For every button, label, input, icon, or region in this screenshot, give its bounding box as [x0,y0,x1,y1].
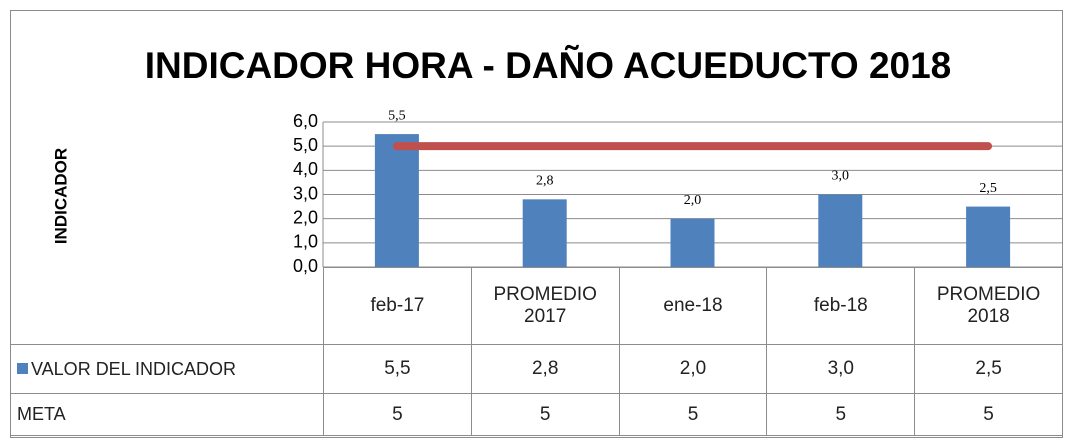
y-tick-label: 5,0 [293,135,318,155]
y-tick-label: 3,0 [293,183,318,203]
data-table: feb-17 PROMEDIO 2017 ene-18 feb-18 PROMEDIO … [10,267,1063,436]
data-label: 2,5 [979,181,997,196]
legend-entry: META [10,393,324,436]
chart-title: INDICADOR HORA - DAÑO ACUEDUCTO 2018 [145,44,952,86]
legend-label: VALOR DEL INDICADOR [31,358,237,379]
y-tick-label: 2,0 [293,207,318,227]
table-value: 2,0 [618,344,768,394]
chart-frame [10,10,1063,438]
legend-label: META [17,404,66,424]
x-tick-label: PROMEDIO 2018 [914,267,1063,345]
table-value: 5 [618,393,768,436]
table-value: 5 [766,393,916,436]
table-value: 3,0 [766,344,916,394]
bar [670,218,715,267]
y-tick-label: 1,0 [293,232,318,252]
data-label: 3,0 [832,169,850,184]
table-value: 2,8 [470,344,620,394]
legend-key [17,362,28,374]
bar [818,194,863,267]
table-row: VALOR DEL INDICADOR 5,5 2,8 2,0 3,0 2,5 [10,344,1063,394]
table-row: META 5 5 5 5 5 [10,393,1063,436]
bar [966,206,1011,267]
x-tick-label: PROMEDIO 2017 [470,267,620,345]
table-value: 5 [323,393,472,436]
legend-entry: VALOR DEL INDICADOR [10,344,324,394]
table-value: 5,5 [323,344,472,394]
data-label: 5,5 [388,108,406,123]
x-tick-label: ene-18 [618,267,768,345]
table-value: 5 [914,393,1063,436]
bar [522,199,567,267]
data-label: 2,8 [536,174,554,189]
table-value: 2,5 [914,344,1063,394]
y-tick-label: 6,0 [293,111,318,131]
table-corner [10,267,324,345]
y-axis-label: INDICADOR [51,148,70,244]
table-value: 5 [470,393,620,436]
x-tick-label: feb-18 [766,267,916,345]
data-label: 2,0 [684,193,702,208]
table-row: feb-17 PROMEDIO 2017 ene-18 feb-18 PROMEDIO … [10,267,1063,345]
y-tick-label: 4,0 [293,159,318,179]
bar [374,134,419,267]
x-tick-label: feb-17 [323,267,472,345]
